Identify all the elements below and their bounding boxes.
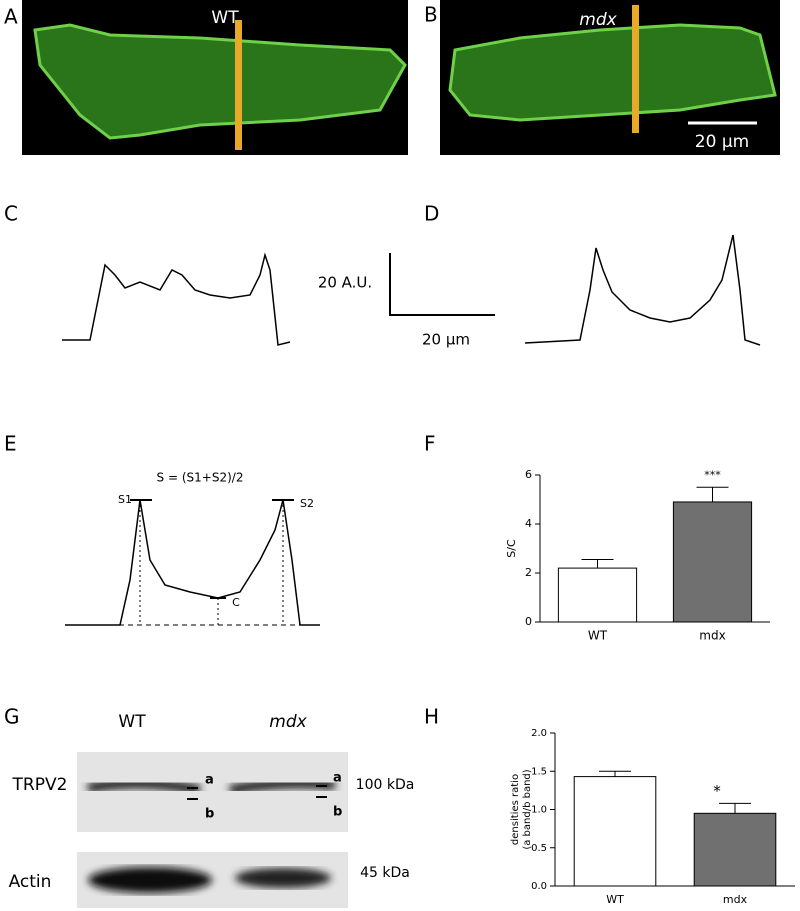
size-label: 45 kDa (360, 865, 410, 881)
significance: * (713, 782, 721, 800)
caps (130, 499, 294, 599)
error-bar (599, 770, 631, 777)
error-bar (696, 486, 729, 502)
line-scan (632, 5, 639, 133)
profile (62, 252, 291, 346)
bar (693, 812, 777, 887)
error-bar (719, 802, 751, 814)
error-bar (581, 559, 614, 569)
y-tick-label: 0.0 (531, 881, 547, 892)
formula: S = (S1+S2)/2 (157, 471, 244, 485)
significance: *** (704, 468, 721, 481)
image-label: mdx (579, 10, 617, 30)
band (88, 867, 212, 893)
y-axis-label: (a band/b band) (522, 769, 533, 849)
panel-label: A (4, 5, 18, 29)
y-tick-label: 0.5 (531, 843, 547, 854)
y-tick-label: 2 (525, 566, 532, 579)
bar (672, 501, 753, 623)
y-tick-label: 4 (525, 517, 532, 530)
y-tick-label: 1.0 (531, 805, 547, 816)
panel-label: G (4, 705, 20, 729)
y-tick-label: 2.0 (531, 728, 547, 739)
y-tick-label: 1.5 (531, 766, 547, 777)
row-label: Actin (9, 872, 52, 892)
line-scan (235, 20, 242, 150)
scale-label: 20 µm (695, 132, 749, 152)
point-label: S2 (300, 497, 314, 510)
blot (77, 752, 348, 832)
y-tick-label: 6 (525, 468, 532, 481)
x-tick-label: mdx (723, 893, 748, 906)
y-tick-label: 0 (525, 615, 532, 628)
cell (448, 23, 777, 122)
scale-label: 20 A.U. (318, 274, 372, 292)
bar (557, 567, 638, 623)
band-label: b (333, 805, 342, 820)
image-label: WT (211, 8, 239, 28)
panel-label: F (424, 432, 436, 456)
scale-label: 20 µm (422, 331, 470, 349)
y-axis-label: S/C (505, 539, 518, 558)
x-tick-label: mdx (699, 629, 725, 643)
panel-label: B (424, 3, 438, 27)
x-tick-label: WT (588, 629, 608, 643)
size-label: 100 kDa (356, 777, 415, 793)
cell (33, 23, 407, 140)
row-label: TRPV2 (12, 775, 68, 795)
band-label: a (333, 771, 342, 786)
scale-bar (389, 253, 495, 316)
panel-label: H (424, 705, 439, 729)
bar (573, 776, 657, 887)
point-label: S1 (118, 493, 132, 506)
lane-label: WT (118, 712, 146, 732)
panel-label: E (4, 432, 17, 456)
y-axis-label: densities ratio (510, 774, 521, 845)
band-label: a (205, 773, 214, 788)
profile (65, 499, 320, 626)
point-label: C (232, 596, 240, 609)
profile (524, 234, 761, 346)
guides (139, 500, 284, 625)
band (235, 868, 331, 888)
band-marks (187, 785, 327, 800)
x-tick-label: WT (606, 893, 624, 906)
lane-label: mdx (269, 712, 307, 732)
panel-label: D (424, 202, 439, 226)
panel-label: C (4, 202, 18, 226)
band-label: b (205, 807, 214, 822)
